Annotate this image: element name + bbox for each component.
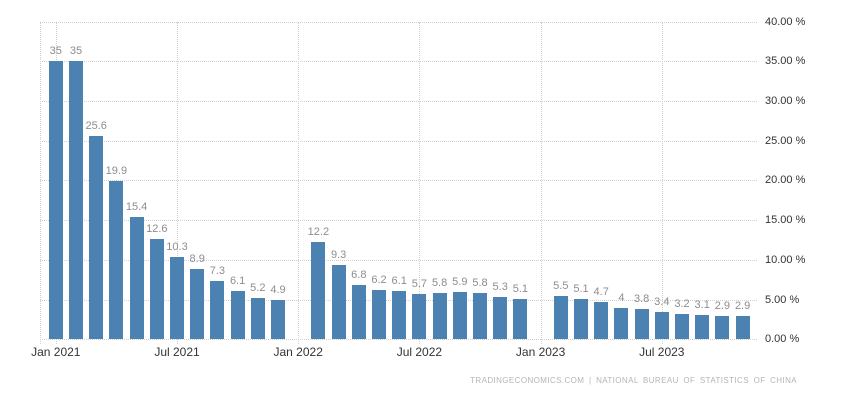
y-axis-tick-label: 20.00 % (765, 174, 806, 187)
plot-left-edge (40, 21, 41, 344)
bar-value-label: 7.3 (209, 265, 226, 278)
bar-value-label: 5.2 (250, 281, 266, 294)
y-axis-tick-label: 30.00 % (765, 94, 806, 107)
bar-jul-2023[interactable] (654, 312, 669, 340)
y-axis-tick-label: 0.00 % (765, 333, 800, 346)
bar-value-label: 19.9 (105, 165, 128, 178)
bar-nov-2021[interactable] (250, 297, 265, 340)
bar-sep-2023[interactable] (695, 314, 710, 340)
y-gridline (40, 140, 757, 142)
bar-value-label: 4.7 (593, 285, 609, 298)
x-gridline (177, 21, 178, 344)
bar-value-label: 2.9 (714, 300, 731, 313)
x-axis-tick-label: Jan 2021 (31, 345, 81, 359)
bar-value-label: 4 (618, 291, 625, 304)
bar-value-label: 35 (69, 45, 83, 58)
bar-value-label: 3.2 (674, 297, 690, 310)
bar-value-label: 5.1 (573, 282, 589, 295)
bar-may-2022[interactable] (372, 290, 386, 340)
x-gridline (540, 21, 542, 344)
bar-jan-2021[interactable] (48, 61, 63, 340)
x-axis-tick-label: Jul 2021 (154, 345, 200, 359)
bar-value-label: 12.2 (307, 226, 330, 239)
bar-value-label: 3.4 (654, 296, 670, 309)
bar-may-2021[interactable] (129, 216, 144, 340)
y-gridline (40, 21, 757, 23)
bar-value-label: 25.6 (85, 119, 107, 132)
x-axis-tick-label: Jan 2023 (515, 345, 566, 359)
bar-value-label: 5.8 (431, 277, 448, 290)
x-gridline (298, 21, 300, 344)
bar-nov-2022[interactable] (493, 297, 508, 340)
y-gridline (40, 180, 757, 182)
bar-value-label: 2.9 (734, 300, 751, 313)
bar-feb-2021[interactable] (69, 61, 83, 340)
bar-value-label: 3.1 (694, 298, 710, 311)
y-axis-tick-label: 35.00 % (765, 55, 806, 68)
bar-value-label: 4.9 (270, 284, 286, 297)
bar-aug-2021[interactable] (190, 268, 205, 340)
bar-value-label: 6.1 (391, 274, 407, 287)
bar-nov-2023[interactable] (735, 316, 750, 340)
bar-sep-2022[interactable] (452, 292, 467, 340)
bar-oct-2023[interactable] (715, 316, 730, 340)
bar-jun-2023[interactable] (634, 309, 649, 340)
bar-value-label: 5.3 (492, 281, 508, 294)
bar-value-label: 9.3 (330, 249, 347, 262)
bar-value-label: 6.1 (229, 274, 246, 287)
bar-aug-2023[interactable] (675, 313, 689, 340)
bar-jun-2021[interactable] (149, 239, 164, 340)
bar-value-label: 15.4 (125, 200, 148, 213)
bar-may-2023[interactable] (614, 307, 629, 340)
bar-value-label: 5.8 (472, 277, 488, 290)
bar-aug-2022[interactable] (432, 293, 447, 340)
bar-oct-2021[interactable] (230, 290, 245, 340)
bar-feb-2022[interactable] (311, 242, 326, 340)
bar-value-label: 6.8 (351, 269, 367, 282)
bar-value-label: 5.9 (452, 276, 468, 289)
bar-value-label: 5.5 (553, 279, 569, 292)
bar-dec-2022[interactable] (513, 298, 528, 340)
y-gridline (40, 220, 757, 222)
bar-value-label: 5.1 (512, 282, 529, 295)
bar-value-label: 3.8 (633, 293, 650, 306)
bar-value-label: 12.6 (146, 223, 168, 236)
x-gridline (661, 21, 663, 344)
y-gridline (40, 61, 757, 63)
bar-sep-2021[interactable] (210, 281, 225, 340)
chart-attribution: TRADINGECONOMICS.COM | NATIONAL BUREAU O… (470, 376, 797, 385)
y-axis-tick-label: 5.00 % (765, 293, 800, 306)
bar-mar-2023[interactable] (574, 298, 588, 340)
y-axis-tick-label: 15.00 % (765, 214, 806, 227)
y-gridline (40, 100, 757, 102)
bar-mar-2021[interactable] (89, 135, 104, 340)
y-axis-tick-label: 25.00 % (765, 134, 806, 147)
bar-feb-2023[interactable] (553, 295, 568, 340)
bar-apr-2021[interactable] (109, 181, 124, 340)
bar-jun-2022[interactable] (392, 290, 407, 340)
bar-oct-2022[interactable] (473, 293, 487, 340)
bar-value-label: 6.2 (371, 274, 387, 287)
bar-dec-2021[interactable] (271, 300, 285, 340)
bar-apr-2023[interactable] (594, 301, 609, 340)
x-axis-tick-label: Jan 2022 (273, 345, 323, 359)
y-gridline (40, 259, 757, 261)
bar-value-label: 5.7 (411, 278, 428, 290)
bar-mar-2022[interactable] (331, 265, 346, 340)
bar-value-label: 10.3 (166, 241, 188, 254)
x-axis-tick-label: Jul 2023 (639, 345, 685, 359)
y-gridline (40, 339, 757, 341)
y-axis-tick-label: 10.00 % (765, 253, 806, 266)
x-axis-tick-label: Jul 2022 (396, 345, 443, 359)
bar-apr-2022[interactable] (351, 285, 366, 340)
bar-jul-2022[interactable] (412, 294, 427, 340)
bar-jul-2021[interactable] (170, 257, 184, 340)
y-axis-tick-label: 40.00 % (765, 15, 806, 28)
x-gridline (419, 21, 421, 344)
bar-value-label: 35 (49, 45, 62, 58)
bar-value-label: 8.9 (189, 252, 205, 265)
